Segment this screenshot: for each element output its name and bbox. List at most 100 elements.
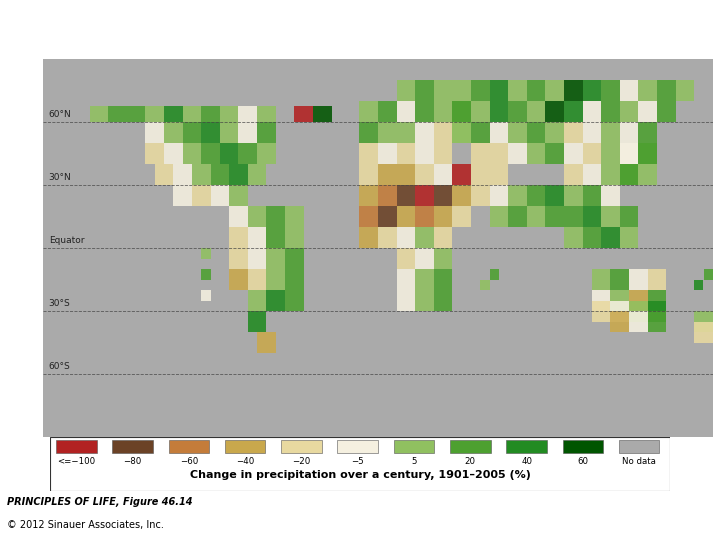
Bar	[675, 80, 694, 102]
Bar	[192, 185, 210, 206]
Bar	[397, 248, 415, 269]
Bar	[248, 248, 266, 269]
Bar	[490, 144, 508, 164]
Bar	[564, 227, 582, 248]
Bar	[629, 291, 648, 312]
Bar	[257, 333, 276, 353]
Bar	[378, 102, 397, 123]
Bar	[592, 269, 611, 291]
Bar	[452, 123, 471, 144]
Text: © 2012 Sinauer Associates, Inc.: © 2012 Sinauer Associates, Inc.	[7, 520, 164, 530]
Bar	[192, 164, 210, 185]
Bar	[238, 144, 257, 164]
Bar	[611, 269, 629, 291]
Bar	[359, 164, 378, 185]
Bar	[611, 312, 629, 333]
Bar	[694, 312, 713, 333]
Bar	[257, 106, 276, 123]
Bar	[527, 102, 546, 123]
Bar	[527, 185, 546, 206]
Bar	[629, 269, 648, 291]
Bar	[564, 206, 582, 227]
Bar	[225, 440, 266, 454]
Bar	[433, 185, 452, 206]
Bar	[629, 312, 648, 333]
Bar	[220, 106, 238, 123]
Bar	[582, 227, 601, 248]
Bar	[378, 144, 397, 164]
Bar	[490, 80, 508, 102]
Bar	[313, 106, 331, 123]
Bar	[164, 123, 183, 144]
Bar	[648, 301, 666, 322]
Bar	[415, 80, 433, 102]
Bar	[220, 123, 238, 144]
Bar	[229, 164, 248, 185]
Text: −5: −5	[351, 457, 364, 466]
Bar	[415, 248, 433, 269]
Text: 5: 5	[411, 457, 417, 466]
Bar	[415, 206, 433, 227]
Bar	[490, 102, 508, 123]
Bar	[266, 291, 285, 312]
Bar	[56, 440, 96, 454]
Bar	[648, 312, 666, 333]
Bar	[601, 227, 620, 248]
Bar	[506, 440, 547, 454]
Bar	[202, 248, 210, 259]
Bar	[229, 227, 248, 248]
Bar	[248, 206, 266, 227]
Bar	[471, 102, 490, 123]
Bar	[433, 206, 452, 227]
Bar	[378, 123, 397, 144]
Text: 60°N: 60°N	[49, 110, 71, 119]
Bar	[359, 102, 378, 123]
Bar	[397, 206, 415, 227]
Bar	[210, 164, 229, 185]
Bar	[657, 102, 675, 123]
Bar	[248, 312, 266, 333]
Bar	[545, 123, 564, 144]
Bar	[282, 440, 322, 454]
Bar	[183, 106, 202, 123]
Bar	[471, 185, 490, 206]
Bar	[145, 123, 164, 144]
Bar	[248, 164, 266, 185]
Bar	[601, 102, 620, 123]
Bar	[564, 123, 582, 144]
Bar	[394, 440, 434, 454]
Bar	[508, 102, 527, 123]
Bar	[564, 80, 582, 102]
Bar	[378, 164, 397, 185]
Bar	[562, 440, 603, 454]
Text: Change in precipitation over a century, 1901–2005 (%): Change in precipitation over a century, …	[189, 470, 531, 481]
Bar	[564, 102, 582, 123]
Bar	[545, 206, 564, 227]
Bar	[378, 206, 397, 227]
FancyBboxPatch shape	[50, 437, 670, 491]
Text: 20: 20	[465, 457, 476, 466]
Bar	[397, 291, 415, 312]
Bar	[564, 144, 582, 164]
Bar	[471, 164, 490, 185]
Bar	[266, 227, 285, 248]
Bar	[508, 80, 527, 102]
Bar	[257, 123, 276, 144]
Bar	[508, 144, 527, 164]
Bar	[620, 80, 639, 102]
Bar	[183, 144, 202, 164]
Bar	[620, 164, 639, 185]
Bar	[202, 269, 210, 280]
Bar	[285, 291, 304, 312]
Bar	[285, 269, 304, 291]
Bar	[648, 291, 666, 312]
Bar	[285, 227, 304, 248]
Bar	[202, 106, 220, 123]
Bar	[490, 269, 499, 280]
Bar	[452, 164, 471, 185]
Bar	[338, 440, 378, 454]
Bar	[639, 144, 657, 164]
Bar	[433, 248, 452, 269]
Text: Figure 46.14  Global Precipitation Patterns Have Changed: Figure 46.14 Global Precipitation Patter…	[6, 15, 446, 30]
Text: No data: No data	[622, 457, 656, 466]
